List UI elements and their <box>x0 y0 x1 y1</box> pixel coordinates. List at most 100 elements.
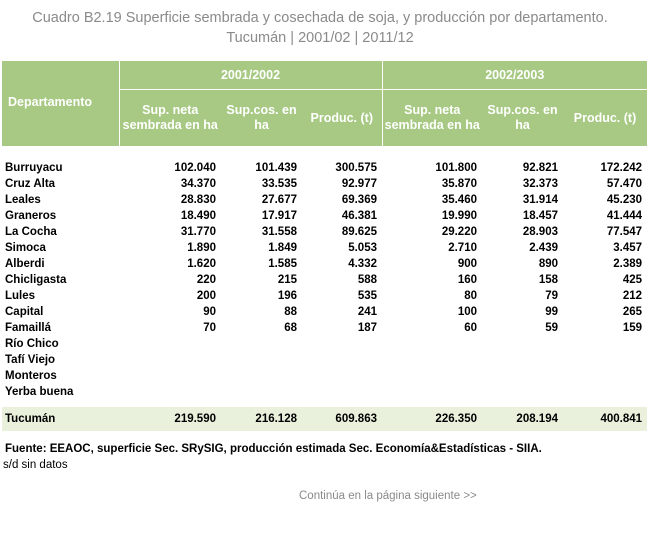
table-cell: 265 <box>622 306 643 318</box>
source-note: Fuente: EEAOC, superficie Sec. SRySIG, p… <box>5 443 542 455</box>
table-cell: 159 <box>622 322 643 334</box>
department-name: Simoca <box>5 242 46 254</box>
continue-link[interactable]: Continúa en la página siguiente >> <box>299 490 477 502</box>
table-cell: 200 <box>196 290 216 302</box>
page-title: Cuadro B2.19 Superficie sembrada y cosec… <box>0 8 640 48</box>
column-header: Sup. neta sembrada en ha <box>381 89 482 146</box>
department-name: Río Chico <box>5 338 59 350</box>
table-cell: 1.890 <box>187 242 216 254</box>
table-row: Burruyacu 102.040 101.439 300.575 101.800 92.… <box>2 160 647 176</box>
table-cell: 2.710 <box>448 242 477 254</box>
table-cell: 28.903 <box>522 226 558 238</box>
table-cell: 172.242 <box>600 162 643 174</box>
table-cell: 900 <box>457 258 477 270</box>
table-cell: 35.460 <box>441 194 477 206</box>
table-cell <box>482 368 563 384</box>
table-cell <box>221 368 302 384</box>
table-row: La Cocha 31.770 31.558 89.625 29.220 28.903 77… <box>2 224 647 240</box>
table-cell <box>221 352 302 368</box>
table-cell: 17.917 <box>261 210 297 222</box>
table-cell: 187 <box>357 322 377 334</box>
table-cell: 158 <box>538 274 558 286</box>
total-cell: 609.863 <box>302 407 382 431</box>
table-cell: 425 <box>622 274 643 286</box>
table-cell: 2.439 <box>529 242 558 254</box>
table-cell: 31.558 <box>261 226 297 238</box>
total-row: Tucumán 219.590 216.128 609.863 226.350 208.1… <box>2 407 647 431</box>
table-cell: 77.547 <box>606 226 643 238</box>
table-cell: 33.535 <box>261 178 297 190</box>
table-cell <box>482 352 563 368</box>
department-name: La Cocha <box>5 226 57 238</box>
table-cell: 45.230 <box>606 194 643 206</box>
table-cell: 2.389 <box>613 258 643 270</box>
table-cell: 29.220 <box>441 226 477 238</box>
total-cell: 216.128 <box>221 407 302 431</box>
table-cell <box>119 336 221 352</box>
table-cell: 1.849 <box>268 242 297 254</box>
table-cell: 100 <box>457 306 477 318</box>
no-data-note: s/d sin datos <box>3 459 68 471</box>
table-cell: 5.053 <box>348 242 377 254</box>
table-cell: 300.575 <box>335 162 377 174</box>
table-cell: 60 <box>464 322 477 334</box>
department-name: Alberdi <box>5 258 45 270</box>
table-cell: 212 <box>622 290 643 302</box>
table-cell: 220 <box>196 274 216 286</box>
table-cell <box>563 352 647 368</box>
table-cell: 41.444 <box>606 210 643 222</box>
title-line-2: Tucumán | 2001/02 | 2011/12 <box>226 30 414 46</box>
table-row: Simoca 1.890 1.849 5.053 2.710 2.439 3.457 <box>2 240 647 256</box>
table-row: Río Chico <box>2 336 647 352</box>
table-cell <box>302 336 382 352</box>
table-cell <box>482 336 563 352</box>
table-cell: 18.457 <box>522 210 558 222</box>
table-row: Alberdi 1.620 1.585 4.332 900 890 2.389 <box>2 256 647 272</box>
table-cell: 1.620 <box>187 258 216 270</box>
table-cell <box>221 336 302 352</box>
table-cell <box>119 352 221 368</box>
period-header-row: Departamento 2001/2002 2002/2003 <box>2 61 647 146</box>
table-cell: 80 <box>464 290 477 302</box>
department-name: Lules <box>5 290 36 302</box>
table-cell <box>119 368 221 384</box>
table-cell: 588 <box>357 274 377 286</box>
soy-production-table: Departamento 2001/2002 2002/2003 Sup. ne… <box>2 61 647 431</box>
table-row: Monteros <box>2 368 647 384</box>
table-cell: 215 <box>277 274 297 286</box>
table-row: Tafí Viejo <box>2 352 647 368</box>
table-cell: 46.381 <box>341 210 377 222</box>
table-cell <box>302 384 382 400</box>
department-name: Tafí Viejo <box>5 354 56 366</box>
title-line-1: Cuadro B2.19 Superficie sembrada y cosec… <box>32 10 608 26</box>
table-cell: 34.370 <box>180 178 216 190</box>
total-cell: 208.194 <box>482 407 563 431</box>
table-cell: 101.800 <box>435 162 477 174</box>
department-name: Chicligasta <box>5 274 67 286</box>
table-cell: 68 <box>284 322 297 334</box>
table-row: Capital 90 88 241 100 99 265 <box>2 304 647 320</box>
table-row: Graneros 18.490 17.917 46.381 19.990 18.457 41… <box>2 208 647 224</box>
table-cell: 32.373 <box>522 178 558 190</box>
table-row: Lules 200 196 535 80 79 212 <box>2 288 647 304</box>
table-cell <box>382 336 482 352</box>
table-cell: 59 <box>545 322 558 334</box>
department-name: Monteros <box>5 370 57 382</box>
table-cell: 92.821 <box>522 162 558 174</box>
table-cell <box>563 336 647 352</box>
table-cell <box>563 368 647 384</box>
table-cell: 99 <box>545 306 558 318</box>
table-cell: 241 <box>357 306 377 318</box>
column-header: Sup.cos. en ha <box>482 89 563 146</box>
table-cell: 27.677 <box>261 194 297 206</box>
table-cell: 196 <box>277 290 297 302</box>
total-cell: 400.841 <box>563 407 647 431</box>
table-cell: 3.457 <box>613 242 643 254</box>
table-cell: 57.470 <box>606 178 643 190</box>
table-cell: 35.870 <box>441 178 477 190</box>
table-cell: 19.990 <box>441 210 477 222</box>
column-header: Sup.cos. en ha <box>221 89 302 146</box>
department-name: Famaillá <box>5 322 52 334</box>
table-cell: 31.770 <box>180 226 216 238</box>
table-cell: 535 <box>357 290 377 302</box>
